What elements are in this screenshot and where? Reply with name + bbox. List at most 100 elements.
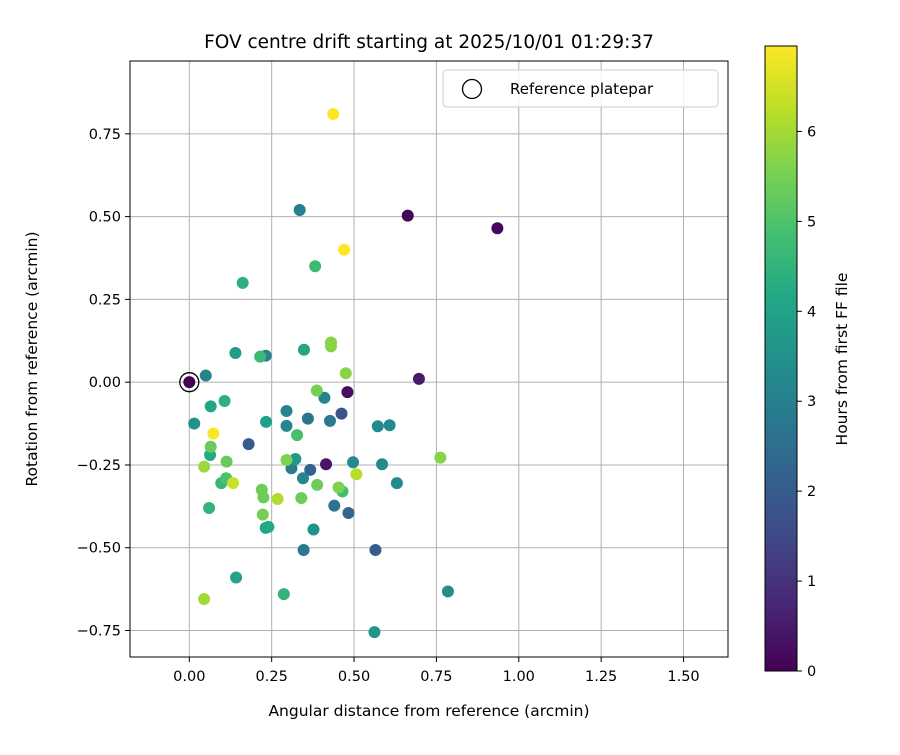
- x-tick-label: 1.00: [503, 669, 535, 685]
- data-point: [207, 427, 220, 440]
- reference-platepar-marker: [179, 372, 200, 393]
- data-point: [277, 588, 290, 601]
- data-point: [383, 419, 396, 432]
- data-point: [230, 571, 243, 584]
- y-tick-label: −0.50: [77, 541, 121, 557]
- data-point: [434, 451, 447, 464]
- grid-lines: [130, 61, 728, 657]
- x-tick-label: 0.75: [420, 669, 452, 685]
- data-point: [369, 544, 382, 557]
- chart-title: FOV centre drift starting at 2025/10/01 …: [204, 32, 654, 53]
- colorbar-tick-label: 5: [807, 214, 816, 230]
- x-tick-label: 0.50: [338, 669, 370, 685]
- data-point: [412, 372, 425, 385]
- data-point: [229, 347, 242, 360]
- data-point: [254, 350, 267, 363]
- data-point: [441, 585, 454, 598]
- data-point: [491, 222, 504, 235]
- data-point: [342, 506, 355, 519]
- data-point: [296, 472, 309, 485]
- colorbar-tick-label: 2: [807, 484, 816, 500]
- data-point: [204, 400, 217, 413]
- colorbar-tick-label: 3: [807, 394, 816, 410]
- data-point: [256, 508, 269, 521]
- data-point: [289, 452, 302, 465]
- data-point: [204, 440, 217, 453]
- x-tick-label: 0.00: [173, 669, 205, 685]
- y-tick-label: 0.75: [89, 127, 121, 143]
- colorbar-tick-label: 4: [807, 304, 816, 320]
- data-point: [198, 460, 211, 473]
- data-point: [260, 415, 273, 428]
- data-point: [368, 626, 381, 639]
- data-point: [295, 492, 308, 505]
- data-point: [335, 407, 348, 420]
- data-point: [293, 204, 306, 216]
- x-tick-label: 0.25: [256, 669, 288, 685]
- data-point: [297, 544, 310, 557]
- data-point: [218, 395, 231, 408]
- data-point: [376, 458, 389, 471]
- data-point: [271, 493, 284, 506]
- data-point: [291, 429, 304, 442]
- y-axis-ticks: −0.75 −0.50 −0.25 0.00 0.25 0.50 0.75: [77, 127, 130, 640]
- legend-box: [442, 69, 719, 108]
- data-point: [242, 438, 255, 451]
- data-point: [183, 376, 196, 389]
- data-point: [310, 384, 323, 397]
- data-point: [324, 340, 337, 353]
- data-point: [371, 420, 384, 433]
- data-point: [318, 391, 331, 404]
- data-point: [280, 419, 293, 432]
- data-point: [220, 455, 233, 468]
- data-point: [262, 520, 275, 533]
- data-point: [341, 386, 354, 399]
- data-points: [179, 107, 504, 639]
- colorbar-ticks: 0 1 2 3 4 5 6: [797, 124, 816, 680]
- x-axis-ticks: 0.00 0.25 0.50 0.75 1.00 1.25 1.50: [173, 657, 700, 685]
- x-axis-label: Angular distance from reference (arcmin): [268, 702, 589, 720]
- data-point: [199, 369, 212, 382]
- y-tick-label: 0.00: [89, 375, 121, 391]
- data-point: [236, 276, 249, 289]
- data-point: [188, 417, 201, 430]
- data-point: [309, 260, 322, 273]
- y-tick-label: −0.75: [77, 624, 121, 640]
- y-tick-label: −0.25: [77, 458, 121, 474]
- colorbar-label: Hours from first FF file: [833, 273, 851, 446]
- data-point: [327, 107, 340, 120]
- data-point: [339, 367, 352, 380]
- data-point: [320, 458, 333, 471]
- data-point: [347, 456, 360, 469]
- data-point: [401, 209, 414, 222]
- plot-area: [130, 61, 728, 657]
- legend: Reference platepar: [442, 69, 719, 108]
- colorbar-frame: [764, 45, 798, 672]
- data-point: [280, 404, 293, 417]
- colorbar: 0 1 2 3 4 5 6 Hours from first FF file: [764, 45, 851, 680]
- data-point: [350, 468, 363, 481]
- colorbar-gradient: [765, 46, 797, 671]
- y-tick-label: 0.50: [89, 210, 121, 226]
- y-axis-label: Rotation from reference (arcmin): [23, 231, 41, 486]
- data-point: [257, 491, 270, 504]
- data-point: [297, 343, 310, 356]
- data-point: [203, 502, 216, 514]
- colorbar-tick-label: 0: [807, 664, 816, 680]
- y-tick-label: 0.25: [89, 292, 121, 308]
- legend-label-reference: Reference platepar: [510, 80, 654, 98]
- colorbar-tick-label: 6: [807, 124, 816, 140]
- data-point: [198, 593, 211, 606]
- plot-frame: [129, 60, 729, 658]
- colorbar-tick-label: 1: [807, 574, 816, 590]
- data-point: [332, 481, 345, 494]
- x-tick-label: 1.25: [585, 669, 617, 685]
- data-point: [311, 478, 324, 491]
- legend-marker-reference: [461, 78, 483, 100]
- data-point: [328, 499, 341, 512]
- data-point: [390, 477, 403, 490]
- data-point: [280, 453, 293, 466]
- x-tick-label: 1.50: [667, 669, 699, 685]
